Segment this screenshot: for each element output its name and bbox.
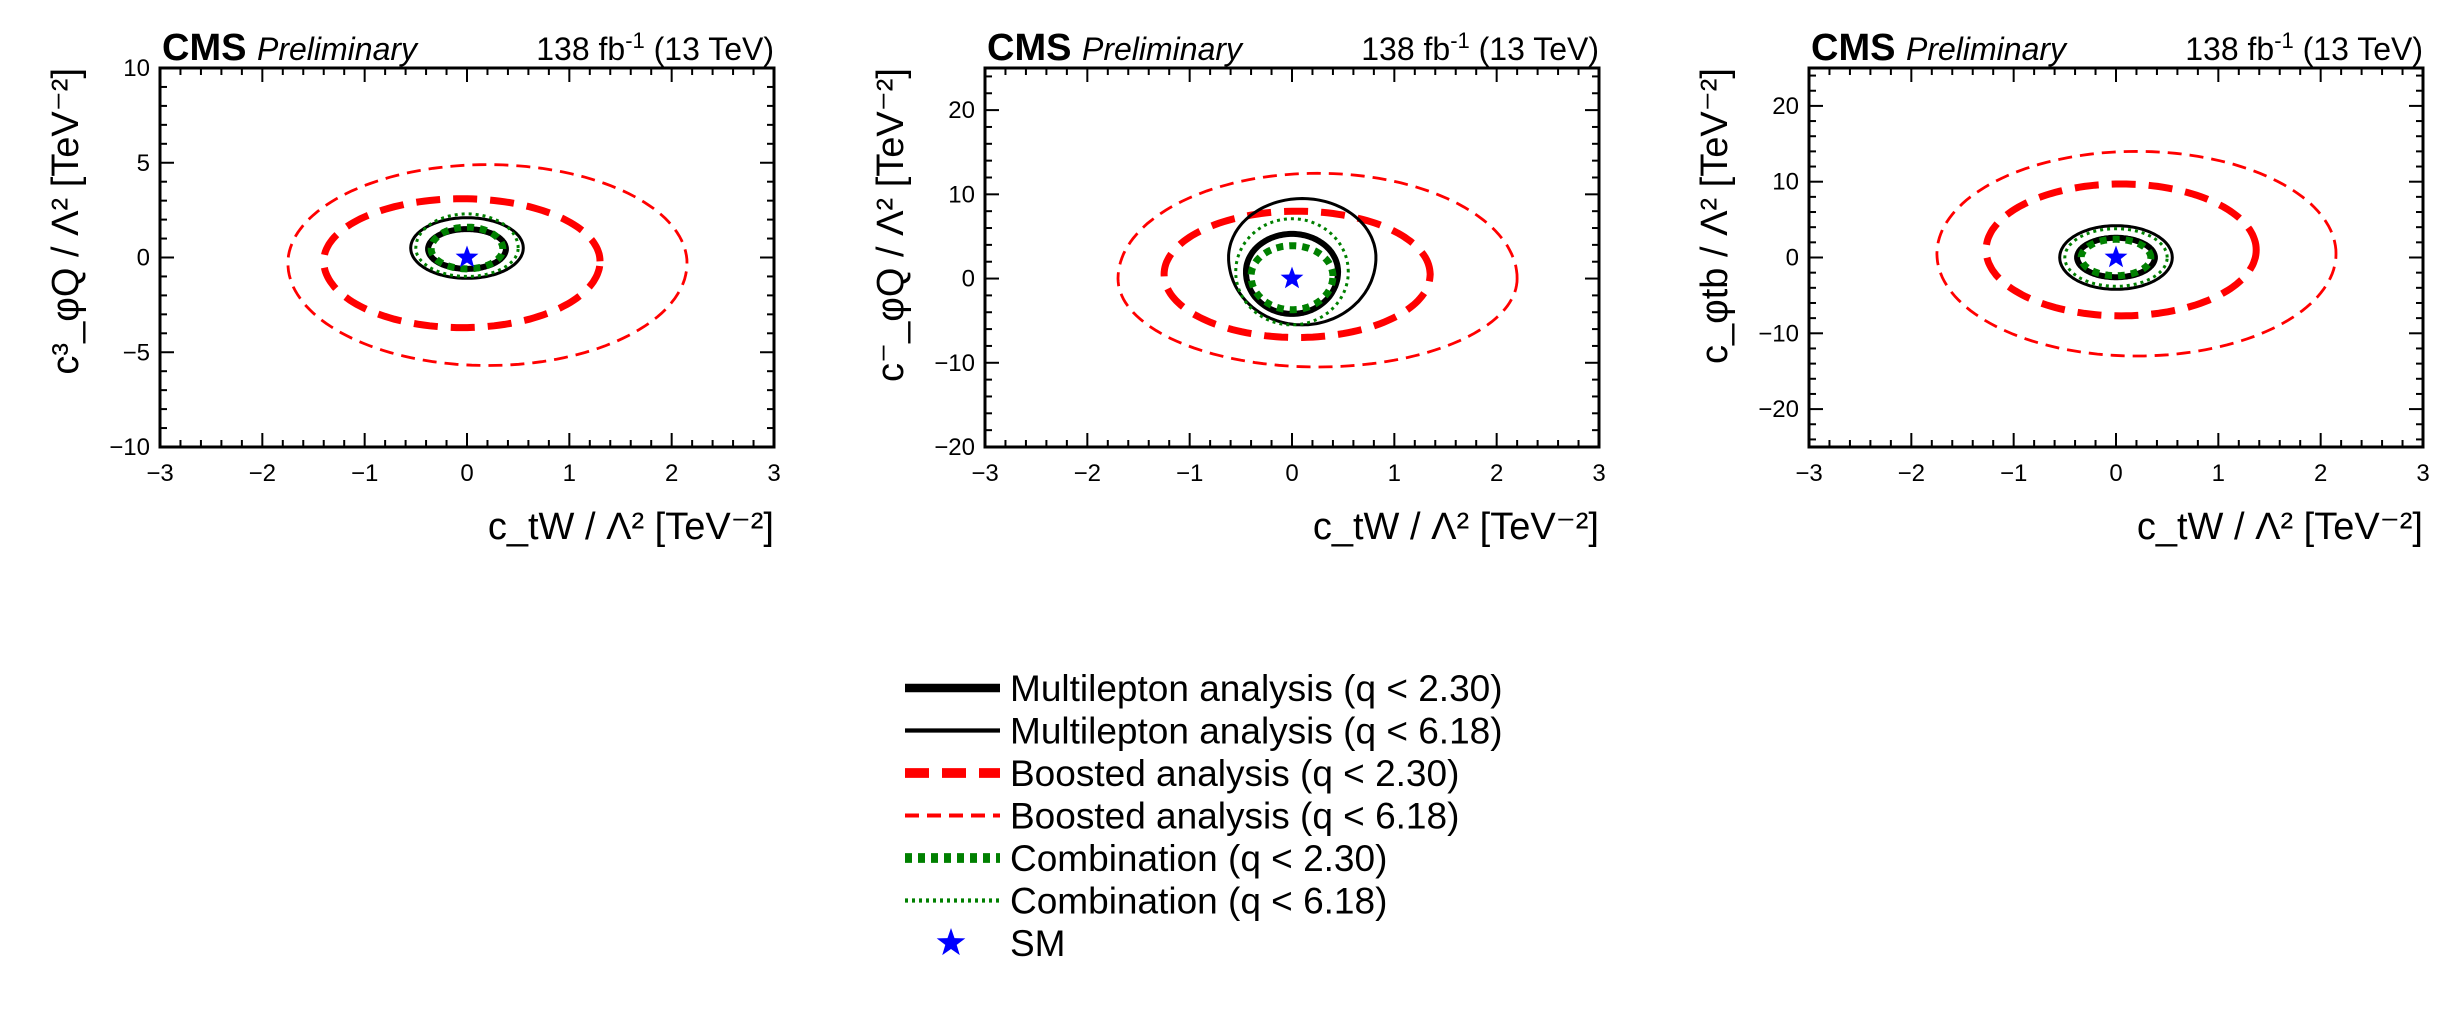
cms-subtitle: Preliminary: [257, 31, 419, 67]
legend-item-multi-230: Multilepton analysis (q < 2.30): [905, 668, 1503, 709]
luminosity-label: 138 fb-1 (13 TeV): [1361, 28, 1599, 67]
x-axis-label: c_tW / Λ² [TeV⁻²]: [488, 506, 774, 548]
y-tick-label: −5: [123, 339, 150, 366]
y-tick-label: 5: [137, 150, 150, 177]
y-tick-label: 0: [1786, 245, 1799, 272]
x-tick-label: −1: [1176, 460, 1203, 487]
x-tick-label: −3: [146, 460, 173, 487]
x-tick-label: 0: [2109, 460, 2122, 487]
legend-item-sm: SM: [936, 923, 1066, 964]
contour-boosted-230: [1160, 207, 1434, 341]
y-tick-label: −10: [1758, 320, 1799, 347]
contour-group: [1935, 149, 2338, 358]
legend: Multilepton analysis (q < 2.30)Multilept…: [905, 668, 1503, 964]
x-tick-label: −1: [2000, 460, 2027, 487]
contour-comb-618: [414, 212, 520, 278]
contour-boosted-618: [1935, 149, 2338, 358]
y-tick-label: 10: [123, 55, 150, 82]
cms-label: CMS: [987, 27, 1071, 69]
y-axis-label: c_φtb / Λ² [TeV⁻²]: [1694, 68, 1736, 364]
x-axis-label: c_tW / Λ² [TeV⁻²]: [1313, 506, 1599, 548]
legend-label: Multilepton analysis (q < 2.30): [1010, 668, 1503, 709]
contour-group: [286, 163, 689, 367]
y-tick-label: −10: [109, 434, 150, 461]
x-tick-label: 1: [2212, 460, 2225, 487]
sm-point-marker: [1280, 266, 1304, 289]
x-tick-label: 3: [767, 460, 780, 487]
y-tick-label: 20: [1772, 93, 1799, 120]
legend-item-boosted-230: Boosted analysis (q < 2.30): [905, 753, 1459, 794]
x-tick-label: 1: [1388, 460, 1401, 487]
contour-multi-230: [1243, 230, 1342, 317]
y-tick-label: 0: [962, 266, 975, 293]
contour-comb-230: [427, 223, 507, 273]
cms-subtitle: Preliminary: [1082, 31, 1244, 67]
x-tick-label: −2: [1074, 460, 1101, 487]
x-tick-label: 2: [2314, 460, 2327, 487]
x-tick-label: 0: [1285, 460, 1298, 487]
y-tick-label: 20: [948, 97, 975, 124]
x-tick-label: 3: [1592, 460, 1605, 487]
legend-label: Multilepton analysis (q < 6.18): [1010, 711, 1503, 752]
y-tick-label: 10: [1772, 169, 1799, 196]
x-tick-label: 2: [1490, 460, 1503, 487]
x-axis-label: c_tW / Λ² [TeV⁻²]: [2137, 506, 2423, 548]
sm-point-marker: [2104, 245, 2128, 268]
cms-subtitle: Preliminary: [1906, 31, 2068, 67]
contour-group: [1116, 171, 1519, 369]
contour-boosted-618: [286, 163, 689, 367]
x-tick-label: −1: [351, 460, 378, 487]
legend-item-comb-230: Combination (q < 2.30): [905, 838, 1387, 879]
y-tick-label: 10: [948, 181, 975, 208]
x-tick-label: −3: [1795, 460, 1822, 487]
x-tick-label: 0: [460, 460, 473, 487]
contour-boosted-618: [1116, 171, 1519, 369]
legend-item-boosted-618: Boosted analysis (q < 6.18): [905, 796, 1459, 837]
sm-point-marker: [455, 245, 479, 268]
x-tick-label: −3: [971, 460, 998, 487]
legend-swatch-star: [936, 928, 966, 956]
cms-label: CMS: [162, 27, 246, 69]
legend-label: Combination (q < 6.18): [1010, 881, 1387, 922]
plot-frame: [983, 66, 1601, 449]
y-tick-label: −20: [934, 434, 975, 461]
contour-boosted-230: [320, 195, 604, 332]
x-tick-label: −2: [249, 460, 276, 487]
legend-label: Combination (q < 2.30): [1010, 838, 1387, 879]
x-tick-label: 3: [2416, 460, 2429, 487]
contour-multi-618: [2058, 224, 2174, 291]
cms-label: CMS: [1811, 27, 1895, 69]
luminosity-label: 138 fb-1 (13 TeV): [536, 28, 774, 67]
legend-item-comb-618: Combination (q < 6.18): [905, 881, 1387, 922]
contour-comb-230: [2077, 235, 2155, 280]
contour-multi-618: [409, 216, 525, 280]
x-tick-label: −2: [1898, 460, 1925, 487]
y-axis-label: c⁻_φQ / Λ² [TeV⁻²]: [870, 68, 912, 382]
legend-item-multi-618: Multilepton analysis (q < 6.18): [905, 711, 1503, 752]
contour-multi-618: [1227, 196, 1378, 327]
legend-label: SM: [1010, 923, 1066, 964]
y-axis-label: c³_φQ / Λ² [TeV⁻²]: [45, 68, 87, 375]
legend-label: Boosted analysis (q < 2.30): [1010, 753, 1459, 794]
contour-comb-618: [1234, 217, 1350, 327]
x-tick-label: 2: [665, 460, 678, 487]
y-tick-label: −20: [1758, 396, 1799, 423]
contour-comb-618: [2063, 227, 2169, 288]
y-tick-label: 0: [137, 245, 150, 272]
contour-boosted-230: [1982, 180, 2260, 320]
legend-label: Boosted analysis (q < 6.18): [1010, 796, 1459, 837]
luminosity-label: 138 fb-1 (13 TeV): [2185, 28, 2423, 67]
x-tick-label: 1: [563, 460, 576, 487]
y-tick-label: −10: [934, 350, 975, 377]
